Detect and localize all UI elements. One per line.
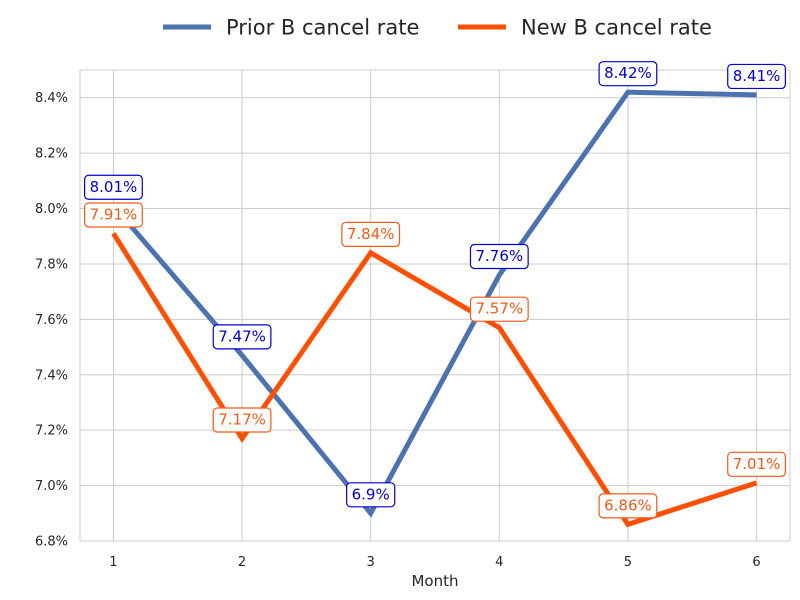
data-label-1-4: 7.76% [469, 243, 529, 270]
data-label-box [598, 61, 658, 87]
data-label-box [598, 493, 658, 519]
series-line-1 [111, 89, 757, 518]
x-tick-label: 5 [624, 555, 632, 570]
x-tick-label: 6 [752, 555, 760, 570]
y-tick-label: 8.2% [35, 147, 68, 162]
data-label-1-1: 8.01% [84, 174, 143, 200]
data-label-1-6: 8.41% [727, 63, 786, 90]
data-label-text: 6.9% [352, 485, 390, 503]
y-tick-label: 7.6% [35, 313, 68, 328]
data-label-box [469, 243, 529, 270]
data-label-box [469, 296, 529, 322]
y-tick-label: 8.4% [35, 91, 68, 106]
data-label-2-3: 7.84% [341, 221, 401, 247]
data-label-box [341, 221, 401, 247]
y-tick-label: 8.0% [35, 202, 68, 217]
y-axis-ticks: 6.8% 7.0% 7.2% 7.4% 7.6% 7.8% 8.0% 8.2% 8.4% [35, 91, 68, 549]
legend: Prior B cancel rate New B cancel rate [163, 16, 712, 40]
x-axis-label: Month [411, 572, 458, 590]
data-label-text: 8.01% [90, 178, 138, 196]
grid [80, 70, 790, 542]
legend-item-1: Prior B cancel rate [163, 16, 419, 40]
x-axis-ticks: 1 2 3 4 5 6 [109, 555, 760, 570]
data-label-text: 7.76% [475, 247, 523, 265]
y-tick-label: 7.2% [35, 424, 68, 439]
data-label-2-1: 7.91% [84, 202, 143, 228]
data-label-text: 7.57% [475, 300, 523, 318]
y-tick-label: 7.8% [35, 257, 68, 272]
y-tick-label: 7.0% [35, 479, 68, 494]
data-label-box [84, 202, 143, 228]
data-label-2-2: 7.17% [212, 407, 272, 433]
data-label-text: 7.84% [347, 225, 395, 243]
data-label-box [212, 324, 272, 350]
legend-item-2: New B cancel rate [458, 16, 712, 40]
legend-label: Prior B cancel rate [226, 16, 419, 40]
series-lines [111, 89, 758, 528]
data-label-box [346, 482, 396, 508]
x-tick-label: 1 [109, 555, 117, 570]
data-label-text: 7.47% [218, 327, 266, 345]
data-label-text: 7.01% [733, 455, 781, 473]
data-label-2-4: 7.57% [469, 296, 529, 322]
y-tick-label: 6.8% [35, 535, 68, 550]
x-tick-label: 2 [238, 555, 246, 570]
data-label-box [727, 451, 786, 477]
y-tick-label: 7.4% [35, 368, 68, 383]
data-label-1-2: 7.47% [212, 324, 272, 350]
data-label-text: 6.86% [604, 496, 652, 514]
data-label-box [212, 407, 272, 433]
data-label-2-6: 7.01% [727, 451, 786, 477]
data-label-box [727, 63, 786, 90]
legend-label: New B cancel rate [521, 16, 712, 40]
series-line-2 [111, 232, 758, 528]
data-label-text: 7.17% [218, 410, 266, 428]
data-labels: 8.01% 7.47% 6.9% 7.76% 8.42% 8.41% 7.91% 7.17% 7… [84, 61, 786, 519]
plot-area-frame [79, 69, 791, 542]
data-label-text: 8.42% [604, 64, 652, 82]
x-tick-label: 4 [495, 555, 503, 570]
data-label-text: 8.41% [733, 67, 781, 85]
data-label-box [84, 174, 143, 200]
data-label-1-3: 6.9% [346, 482, 396, 508]
data-label-1-5: 8.42% [598, 61, 658, 87]
x-tick-label: 3 [367, 555, 375, 570]
data-label-2-5: 6.86% [598, 493, 658, 519]
data-label-text: 7.91% [90, 205, 138, 223]
